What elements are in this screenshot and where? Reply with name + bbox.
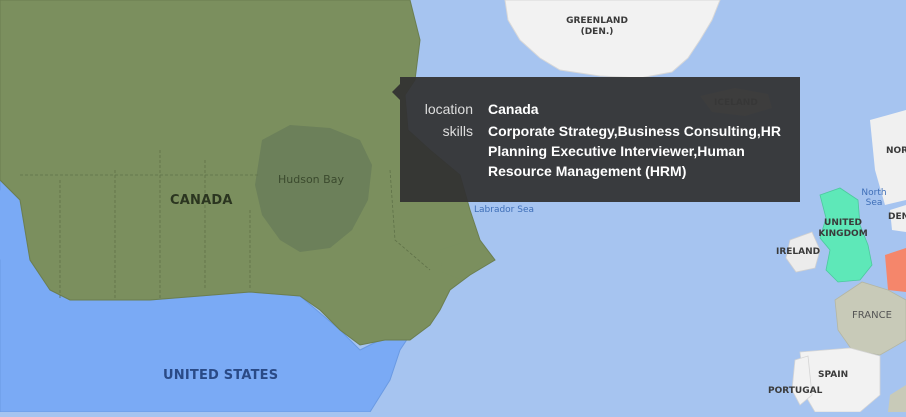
label-canada: CANADA — [170, 193, 233, 208]
tooltip-location-key: location — [424, 101, 473, 117]
united-kingdom-shape[interactable] — [819, 187, 873, 283]
france-shape[interactable] — [834, 281, 906, 356]
hudson-bay-shape — [255, 125, 372, 252]
label-france: FRANCE — [852, 310, 892, 321]
tooltip-skills-value: Corporate Strategy,Business Consulting,H… — [488, 123, 782, 179]
label-denmark: DEN — [888, 212, 906, 222]
tooltip-location-value: Canada — [488, 101, 539, 117]
newfoundland-shape[interactable] — [440, 240, 480, 280]
us-west-coast — [0, 190, 12, 260]
label-spain: SPAIN — [818, 370, 849, 380]
label-greenland: GREENLAND (DEN.) — [566, 16, 628, 37]
denmark-shape[interactable] — [890, 205, 906, 232]
label-norway: NOR — [886, 146, 906, 156]
label-labrador-sea: Labrador Sea — [474, 205, 535, 215]
label-north-sea: North Sea — [861, 188, 887, 208]
label-united-states: UNITED STATES — [163, 368, 279, 383]
label-portugal: PORTUGAL — [768, 386, 823, 396]
map-tooltip: location Canada skills Corporate Strateg… — [392, 77, 800, 202]
label-ireland: IRELAND — [776, 247, 821, 257]
italy-partial-shape[interactable] — [888, 385, 906, 412]
label-united-kingdom: UNITED KINGDOM — [818, 218, 868, 239]
netherlands-shape[interactable] — [885, 248, 906, 292]
ireland-shape[interactable] — [785, 231, 821, 273]
canada-borders — [20, 150, 431, 300]
tooltip-arrow — [392, 84, 400, 100]
label-hudson-bay: Hudson Bay — [278, 173, 344, 186]
tooltip-skills-key: skills — [442, 123, 473, 139]
scandinavia-shape[interactable] — [870, 110, 906, 205]
portugal-shape[interactable] — [791, 355, 813, 406]
